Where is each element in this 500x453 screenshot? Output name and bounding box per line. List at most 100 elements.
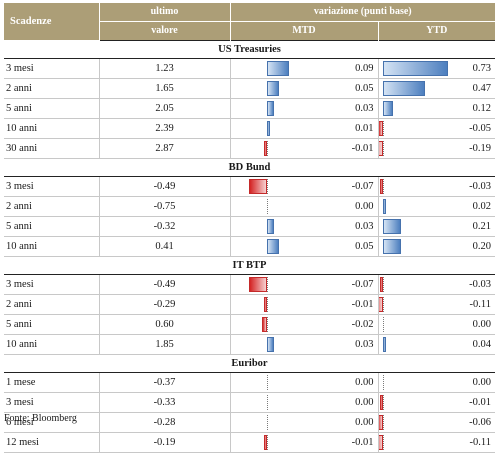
mtd-bar [263, 141, 267, 156]
section-title: BD Bund [4, 158, 495, 177]
mtd-cell: 0.00 [230, 196, 379, 217]
ytd-bar [382, 199, 386, 214]
last-value-cell: -0.32 [99, 216, 231, 237]
ytd-value: 0.00 [472, 319, 491, 330]
ytd-value: 0.12 [472, 103, 491, 114]
maturity-cell: 5 anni [4, 216, 100, 237]
ytd-bar [378, 141, 383, 156]
table-row: 2 anni -0.29 -0.01 -0.11 [4, 294, 495, 315]
last-value-cell: 1.65 [99, 78, 231, 99]
ytd-zero-line [382, 297, 384, 312]
maturity-cell: 3 mesi [4, 58, 100, 79]
table-row: 1 mese -0.37 0.00 0.00 [4, 372, 495, 393]
mtd-value: 0.00 [355, 397, 374, 408]
mtd-value: -0.01 [351, 143, 374, 154]
mtd-bar [266, 239, 279, 254]
mtd-bar [266, 61, 289, 76]
ytd-value: -0.11 [469, 437, 491, 448]
table-row: 6 mesi -0.28 0.00 -0.06 [4, 412, 495, 433]
ytd-value: 0.20 [472, 241, 491, 252]
ytd-zero-line [382, 179, 384, 194]
mtd-zero-line [266, 395, 268, 410]
mtd-bar [263, 435, 267, 450]
mtd-value: 0.00 [355, 377, 374, 388]
mtd-cell: 0.09 [230, 58, 379, 79]
section-header-row: BD Bund [4, 158, 495, 177]
ytd-bar [382, 337, 387, 352]
mtd-value: 0.03 [355, 103, 374, 114]
rates-table-container: Scadenze ultimo variazione (punti base) … [4, 3, 495, 453]
last-value-cell: 0.60 [99, 314, 231, 335]
mtd-zero-line [266, 435, 268, 450]
last-value-cell: 2.87 [99, 138, 231, 159]
mtd-value: 0.00 [355, 417, 374, 428]
mtd-cell: -0.02 [230, 314, 379, 335]
ytd-value: 0.73 [472, 63, 491, 74]
maturity-cell: 10 anni [4, 334, 100, 355]
mtd-value: 0.09 [355, 63, 374, 74]
table-row: 5 anni 2.05 0.03 0.12 [4, 98, 495, 119]
ytd-value: 0.04 [472, 339, 491, 350]
ytd-cell: -0.11 [378, 294, 495, 315]
mtd-header: MTD [229, 21, 378, 41]
maturity-cell: 2 anni [4, 196, 100, 217]
table-row: 3 mesi -0.49 -0.07 -0.03 [4, 274, 495, 295]
ytd-value: 0.02 [472, 201, 491, 212]
table-row: 10 anni 2.39 0.01 -0.05 [4, 118, 495, 139]
mtd-cell: -0.07 [230, 274, 379, 295]
mtd-cell: 0.00 [230, 372, 379, 393]
ytd-cell: 0.73 [378, 58, 495, 79]
ytd-value: -0.03 [469, 181, 491, 192]
mtd-bar [249, 277, 267, 292]
ytd-cell: -0.03 [378, 274, 495, 295]
mtd-cell: -0.01 [230, 138, 379, 159]
section-header-row: IT BTP [4, 256, 495, 275]
ytd-bar [382, 219, 402, 234]
ytd-cell: -0.05 [378, 118, 495, 139]
maturity-cell: 5 anni [4, 98, 100, 119]
ytd-bar [379, 179, 383, 194]
ytd-cell: 0.00 [378, 314, 495, 335]
mtd-value: -0.01 [351, 299, 374, 310]
last-value-cell: 1.85 [99, 334, 231, 355]
ytd-value: -0.05 [469, 123, 491, 134]
ytd-zero-line [382, 317, 384, 332]
mtd-bar [266, 219, 274, 234]
ytd-bar [379, 395, 383, 410]
ytd-cell: -0.01 [378, 392, 495, 413]
mtd-bar [266, 101, 274, 116]
mtd-value: -0.07 [351, 279, 374, 290]
ytd-bar [382, 239, 401, 254]
table-row: 2 anni -0.75 0.00 0.02 [4, 196, 495, 217]
ytd-bar [378, 415, 383, 430]
mtd-cell: -0.01 [230, 432, 379, 453]
table-row: 10 anni 1.85 0.03 0.04 [4, 334, 495, 355]
last-value-cell: -0.19 [99, 432, 231, 453]
mtd-bar [266, 121, 270, 136]
table-row: 12 mesi -0.19 -0.01 -0.11 [4, 432, 495, 453]
ytd-value: -0.01 [469, 397, 491, 408]
ytd-bar [379, 277, 383, 292]
last-value-cell: 2.39 [99, 118, 231, 139]
last-value-header-line1: ultimo [98, 3, 230, 22]
maturity-cell: 12 mesi [4, 432, 100, 453]
mtd-value: 0.05 [355, 241, 374, 252]
maturity-header: Scadenze [4, 3, 99, 41]
mtd-cell: 0.05 [230, 78, 379, 99]
last-value-cell: 1.23 [99, 58, 231, 79]
ytd-cell: -0.11 [378, 432, 495, 453]
ytd-zero-line [382, 395, 384, 410]
ytd-value: -0.11 [469, 299, 491, 310]
source-note: Fonte: Bloomberg [4, 413, 77, 424]
ytd-zero-line [382, 375, 384, 390]
maturity-cell: 10 anni [4, 118, 100, 139]
mtd-bar [266, 337, 274, 352]
mtd-cell: -0.07 [230, 176, 379, 197]
table-header: Scadenze ultimo variazione (punti base) … [4, 3, 495, 41]
last-value-cell: 2.05 [99, 98, 231, 119]
mtd-cell: 0.01 [230, 118, 379, 139]
ytd-value: 0.00 [472, 377, 491, 388]
ytd-bar [382, 101, 394, 116]
ytd-zero-line [382, 435, 384, 450]
last-value-cell: 0.41 [99, 236, 231, 257]
